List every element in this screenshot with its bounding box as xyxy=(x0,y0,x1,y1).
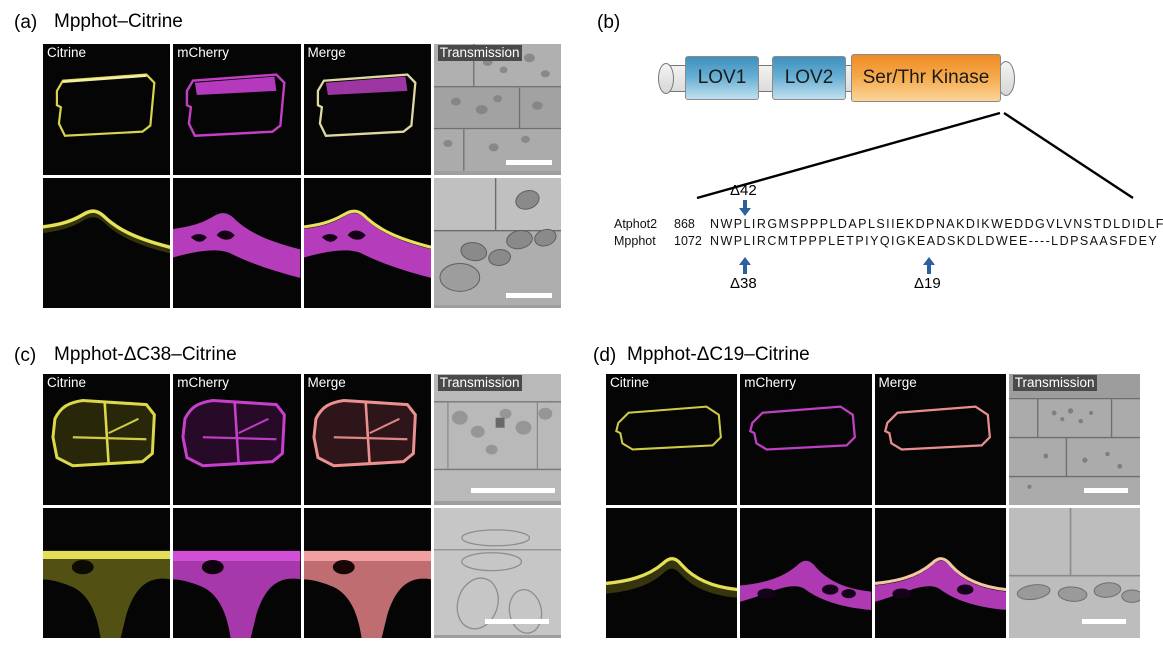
channel-label-citrine: Citrine xyxy=(610,375,650,390)
micrograph-cell[interactable] xyxy=(43,177,171,308)
scale-bar xyxy=(471,487,555,493)
domain-architecture-diagram: LOV1 LOV2 Ser/Thr Kinase xyxy=(655,48,1055,118)
mcherry-channel-image xyxy=(173,177,301,308)
transmission-channel-image xyxy=(433,374,561,505)
micrograph-cell[interactable] xyxy=(740,507,872,638)
transmission-channel-image xyxy=(433,177,561,308)
micrograph-cell[interactable] xyxy=(606,507,738,638)
micrograph-cell[interactable] xyxy=(43,507,171,638)
panel-b-tag: (b) xyxy=(597,12,621,33)
alignment-row-name: Mpphot xyxy=(614,234,656,248)
citrine-channel-image xyxy=(43,177,171,308)
micrograph-cell[interactable]: Merge xyxy=(303,374,431,505)
micrograph-cell[interactable] xyxy=(874,507,1006,638)
micrograph-cell[interactable]: Transmission xyxy=(433,44,561,175)
merge-channel-image xyxy=(303,44,431,175)
channel-label-mcherry: mCherry xyxy=(177,375,230,390)
alignment-row-start: 1072 xyxy=(674,234,702,248)
scale-bar xyxy=(1084,487,1128,493)
transmission-channel-image xyxy=(433,507,561,638)
channel-label-mcherry: mCherry xyxy=(744,375,797,390)
micrograph-cell[interactable] xyxy=(173,177,301,308)
mcherry-channel-image xyxy=(740,374,872,505)
merge-channel-image xyxy=(303,374,431,505)
micrograph-cell[interactable]: Citrine xyxy=(43,374,171,505)
alignment-row-sequence: NWPLIRCMTPPPLETPIYQIGKEADSKDLDWEE----LDP… xyxy=(710,234,1159,248)
merge-channel-image xyxy=(874,507,1006,638)
micrograph-cell[interactable] xyxy=(433,507,561,638)
micrograph-cell[interactable] xyxy=(303,507,431,638)
scale-bar xyxy=(506,293,552,298)
scale-bar xyxy=(485,619,549,624)
micrograph-cell[interactable] xyxy=(1008,507,1140,638)
channel-label-mcherry: mCherry xyxy=(177,45,230,60)
citrine-channel-image xyxy=(43,374,171,505)
channel-label-merge: Merge xyxy=(878,375,917,390)
domain-lov1[interactable]: LOV1 xyxy=(685,56,759,100)
panel-c-tag: (c) xyxy=(14,345,37,366)
domain-lov2[interactable]: LOV2 xyxy=(772,56,846,100)
deletion-marker-label: Δ19 xyxy=(914,275,941,292)
merge-channel-image xyxy=(303,177,431,308)
micrograph-cell[interactable]: Transmission xyxy=(1008,374,1140,505)
mcherry-channel-image xyxy=(173,507,301,638)
micrograph-cell[interactable] xyxy=(173,507,301,638)
alignment-row-sequence: NWPLIRGMSPPPLDAPLSIIEKDPNAKDIKWEDDGVLVNS… xyxy=(710,217,1163,231)
sequence-alignment: Atphot2 868 NWPLIRGMSPPPLDAPLSIIEKDPNAKD… xyxy=(614,216,1163,260)
citrine-channel-image xyxy=(606,507,738,638)
transmission-channel-image xyxy=(1008,507,1140,638)
transmission-channel-image xyxy=(1008,374,1140,505)
alignment-row-start: 868 xyxy=(674,217,695,231)
deletion-marker-label: Δ38 xyxy=(730,275,757,292)
panel-c-title: Mpphot-ΔC38–Citrine xyxy=(54,344,237,365)
deletion-marker-label: Δ42 xyxy=(730,182,757,199)
micrograph-cell[interactable] xyxy=(433,177,561,308)
n-terminus-cap xyxy=(658,63,674,94)
micrograph-cell[interactable]: Transmission xyxy=(433,374,561,505)
panel-c-image-grid: Citrine mCherry xyxy=(43,374,561,638)
domain-ser-thr-kinase[interactable]: Ser/Thr Kinase xyxy=(851,54,1001,102)
domain-label: LOV2 xyxy=(784,67,834,88)
leader-lines xyxy=(696,111,1134,200)
micrograph-cell[interactable]: mCherry xyxy=(173,44,301,175)
micrograph-cell[interactable]: Citrine xyxy=(606,374,738,505)
channel-label-transmission: Transmission xyxy=(1012,375,1097,391)
merge-channel-image xyxy=(303,507,431,638)
panel-a-tag: (a) xyxy=(14,12,38,33)
merge-channel-image xyxy=(874,374,1006,505)
citrine-channel-image xyxy=(43,44,171,175)
alignment-row-name: Atphot2 xyxy=(614,217,658,231)
mcherry-channel-image xyxy=(173,374,301,505)
channel-label-merge: Merge xyxy=(307,45,346,60)
micrograph-cell[interactable]: Merge xyxy=(303,44,431,175)
micrograph-cell[interactable]: mCherry xyxy=(173,374,301,505)
domain-label: LOV1 xyxy=(697,67,747,88)
micrograph-cell[interactable]: Merge xyxy=(874,374,1006,505)
panel-a-image-grid: Citrine mCherry Merge xyxy=(43,44,561,308)
transmission-channel-image xyxy=(433,44,561,175)
panel-d-title: Mpphot-ΔC19–Citrine xyxy=(627,344,810,365)
mcherry-channel-image xyxy=(173,44,301,175)
citrine-channel-image xyxy=(43,507,171,638)
panel-a-title: Mpphot–Citrine xyxy=(54,11,183,32)
panel-d-tag: (d) xyxy=(593,345,617,366)
channel-label-citrine: Citrine xyxy=(47,45,87,60)
domain-label: Ser/Thr Kinase xyxy=(862,67,990,88)
micrograph-cell[interactable]: Citrine xyxy=(43,44,171,175)
channel-label-transmission: Transmission xyxy=(437,45,522,61)
channel-label-merge: Merge xyxy=(307,375,346,390)
scale-bar xyxy=(506,159,552,165)
channel-label-citrine: Citrine xyxy=(47,375,87,390)
mcherry-channel-image xyxy=(740,507,872,638)
channel-label-transmission: Transmission xyxy=(437,375,522,391)
micrograph-cell[interactable]: mCherry xyxy=(740,374,872,505)
scale-bar xyxy=(1082,619,1126,624)
micrograph-cell[interactable] xyxy=(303,177,431,308)
citrine-channel-image xyxy=(606,374,738,505)
panel-d-image-grid: Citrine mCherry Merge xyxy=(606,374,1140,638)
